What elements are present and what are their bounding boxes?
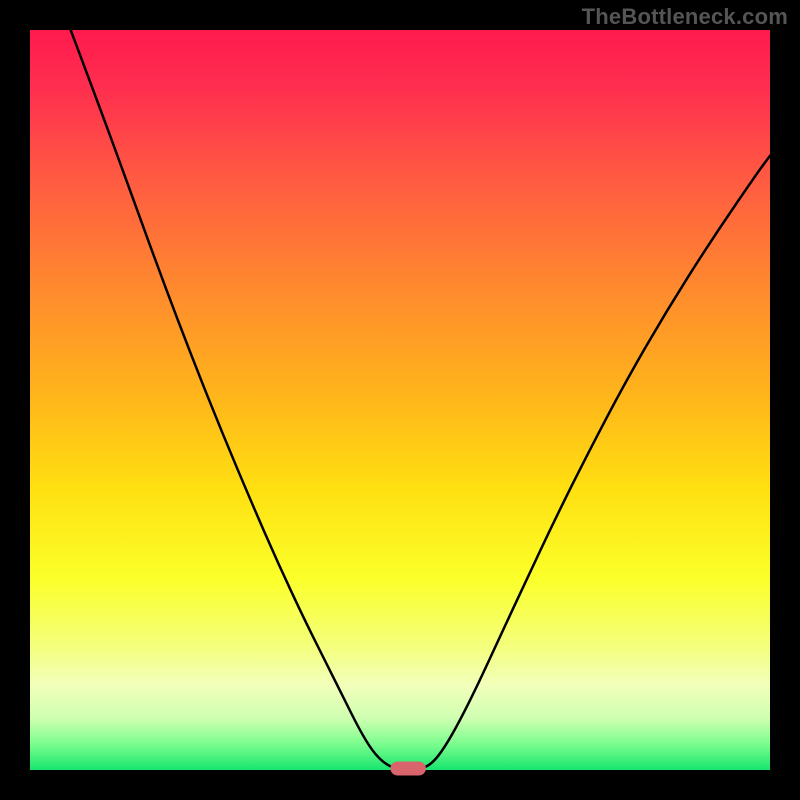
plot-background <box>30 30 770 770</box>
optimum-marker <box>390 761 426 775</box>
chart-svg <box>0 0 800 800</box>
figure-container: { "watermark": { "text": "TheBottleneck.… <box>0 0 800 800</box>
watermark-text: TheBottleneck.com <box>582 4 788 30</box>
